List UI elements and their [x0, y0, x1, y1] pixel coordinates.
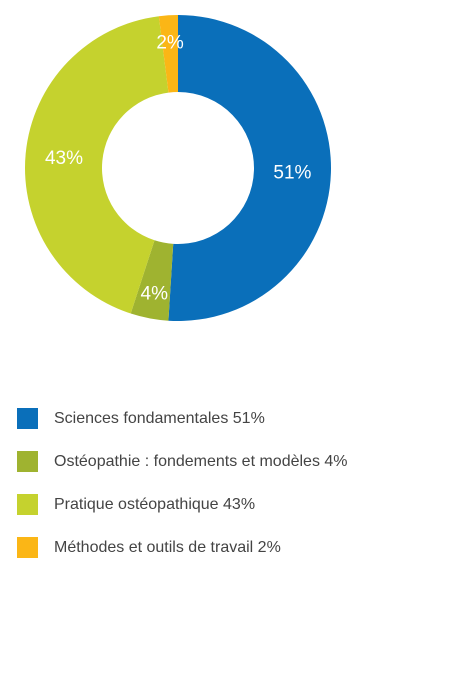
legend-swatch [17, 451, 38, 472]
legend-label: Sciences fondamentales 51% [54, 410, 265, 427]
legend-item-sciences-fondamentales: Sciences fondamentales 51% [17, 408, 442, 429]
donut-chart: 51% 4% 43% 2% [24, 15, 332, 321]
legend-swatch [17, 537, 38, 558]
legend-label: Ostéopathie : fondements et modèles 4% [54, 453, 348, 470]
legend-swatch [17, 494, 38, 515]
legend-label: Pratique ostéopathique 43% [54, 496, 256, 513]
slice-osteopathie-fondements-et-modeles [130, 240, 174, 321]
chart-legend: Sciences fondamentales 51% Ostéopathie :… [17, 408, 442, 580]
slice-sciences-fondamentales [168, 15, 332, 321]
legend-item-methodes-outils: Méthodes et outils de travail 2% [17, 537, 442, 558]
slice-methodes-et-outils-de-travail [158, 15, 178, 93]
slice-pratique-osteopathique [24, 16, 169, 314]
slice-label-methodes-et-outils-de-travail: 2% [156, 33, 184, 54]
legend-swatch [17, 408, 38, 429]
slice-label-pratique-osteopathique: 43% [45, 148, 83, 169]
slice-label-sciences-fondamentales: 51% [273, 163, 311, 184]
legend-item-osteopathie-fondements: Ostéopathie : fondements et modèles 4% [17, 451, 442, 472]
slice-label-osteopathie-fondements-et-modeles: 4% [141, 283, 169, 304]
legend-item-pratique-osteopathique: Pratique ostéopathique 43% [17, 494, 442, 515]
legend-label: Méthodes et outils de travail 2% [54, 539, 281, 556]
